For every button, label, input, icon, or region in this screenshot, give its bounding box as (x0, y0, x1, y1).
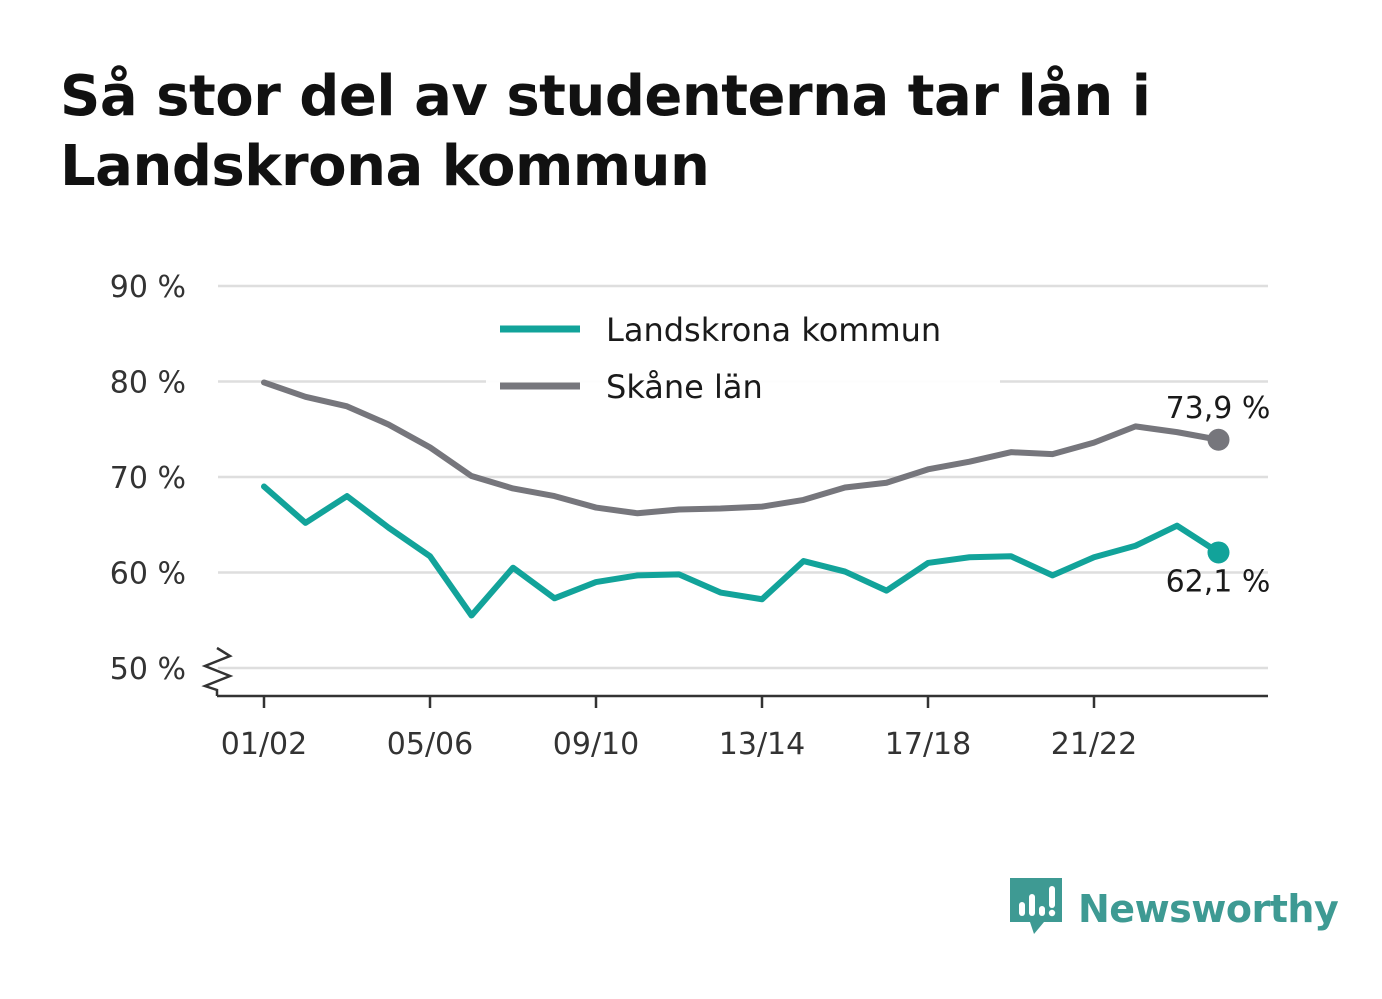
y-tick-label: 70 % (110, 461, 186, 496)
bar-chart-logo-icon (1010, 878, 1062, 934)
y-axis-ticks: 50 % 60 % 70 % 80 % 90 % (110, 270, 186, 687)
end-value-label: 62,1 % (1166, 564, 1271, 599)
newsworthy-logo: Newsworthy (1010, 878, 1339, 940)
axis-break-mark (201, 646, 234, 696)
brand-name: Newsworthy (1078, 887, 1339, 931)
end-value-label: 73,9 % (1166, 391, 1271, 426)
legend-label: Skåne län (606, 368, 763, 406)
gridlines (218, 284, 1268, 670)
y-tick-label: 60 % (110, 557, 186, 592)
end-point-marker (1207, 428, 1230, 451)
legend: Landskrona kommun Skåne län (486, 306, 1000, 414)
x-tick-label: 17/18 (885, 727, 971, 762)
x-tick-label: 21/22 (1051, 727, 1137, 762)
legend-background (486, 306, 1000, 414)
x-tick-label: 09/10 (553, 727, 639, 762)
y-tick-label: 90 % (110, 270, 186, 305)
x-axis: 01/02 05/06 09/10 13/14 17/18 21/22 (201, 646, 1268, 762)
series-line (261, 379, 1222, 517)
x-tick-label: 05/06 (387, 727, 473, 762)
x-tick-label: 01/02 (221, 727, 307, 762)
chart-title: Så stor del av studenterna tar lån i Lan… (60, 64, 1151, 199)
end-labels: 62,1 % 73,9 % (1166, 391, 1271, 600)
series-lines (261, 379, 1222, 619)
end-point-marker (1207, 541, 1230, 564)
y-tick-label: 80 % (110, 366, 186, 401)
y-tick-label: 50 % (110, 652, 186, 687)
legend-label: Landskrona kommun (606, 311, 941, 349)
x-tick-label: 13/14 (719, 727, 805, 762)
series-line (261, 483, 1222, 619)
